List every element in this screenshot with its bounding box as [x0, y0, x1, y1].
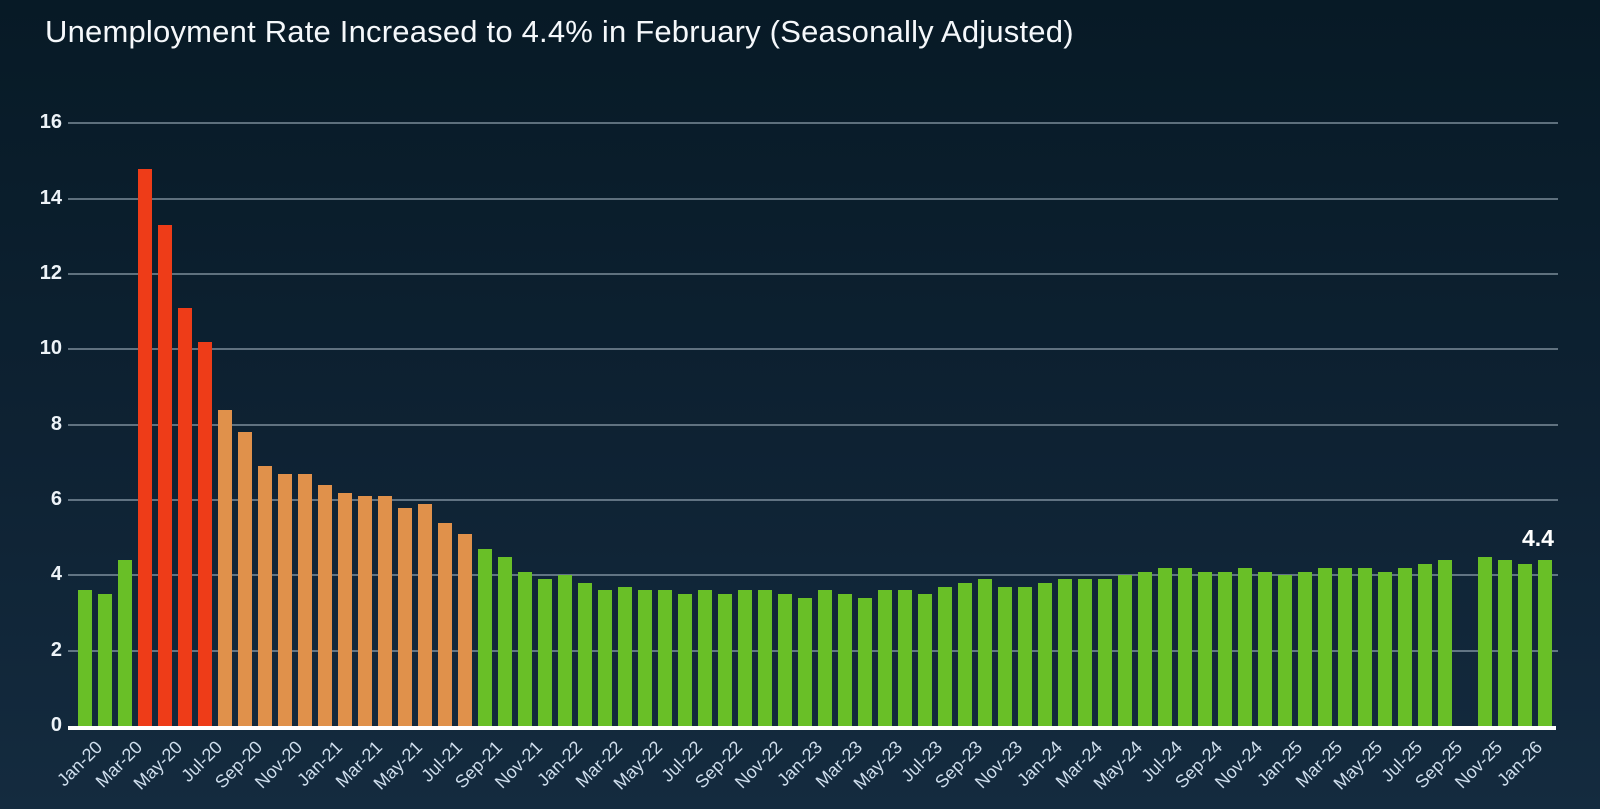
bar-Dec-21 [538, 579, 552, 726]
gridline-y-12 [68, 273, 1558, 276]
chart-title: Unemployment Rate Increased to 4.4% in F… [45, 14, 1074, 49]
bar-Jan-24 [1038, 582, 1052, 726]
bar-Oct-21 [498, 556, 512, 726]
bar-May-21 [398, 507, 412, 726]
bar-Feb-24 [1058, 579, 1072, 726]
bar-Jan-23 [798, 597, 812, 726]
bar-Jul-22 [678, 594, 692, 726]
bar-Mar-24 [1078, 579, 1092, 726]
y-axis-tick-label: 12 [39, 262, 62, 285]
gridline-y-6 [68, 499, 1558, 502]
bar-Aug-25 [1418, 564, 1432, 726]
bar-Feb-22 [578, 582, 592, 726]
bar-Jul-20 [198, 341, 212, 726]
gridline-y-8 [68, 423, 1558, 426]
y-axis-tick-label: 8 [50, 412, 62, 435]
bar-Mar-22 [598, 590, 612, 726]
bar-Feb-21 [338, 492, 352, 726]
bar-Dec-23 [1018, 586, 1032, 726]
x-axis-line [68, 726, 1556, 730]
bar-Jul-24 [1158, 567, 1172, 726]
bar-Nov-20 [278, 473, 292, 726]
bar-Nov-21 [518, 571, 532, 726]
bar-Mar-20 [118, 560, 132, 726]
bar-Dec-25 [1498, 560, 1512, 726]
y-axis-tick-label: 2 [50, 638, 62, 661]
last-value-label: 4.4 [1522, 525, 1554, 551]
bar-Nov-23 [998, 586, 1012, 726]
bar-May-24 [1118, 575, 1132, 726]
bar-Feb-26 [1538, 560, 1552, 726]
bar-May-22 [638, 590, 652, 726]
bar-Oct-24 [1218, 571, 1232, 726]
bar-Jun-21 [418, 503, 432, 726]
bar-Dec-20 [298, 473, 312, 726]
y-axis-tick-label: 4 [50, 563, 62, 586]
bar-Apr-23 [858, 597, 872, 726]
bar-Dec-22 [778, 594, 792, 726]
bar-Oct-20 [258, 466, 272, 726]
gridline-y-10 [68, 348, 1558, 351]
bar-Mar-23 [838, 594, 852, 726]
bar-Apr-20 [138, 168, 152, 726]
bar-Aug-22 [698, 590, 712, 726]
bar-Sep-22 [718, 594, 732, 726]
bar-Jan-26 [1518, 564, 1532, 726]
bar-Jul-23 [918, 594, 932, 726]
y-axis-tick-label: 10 [39, 337, 62, 360]
bar-Mar-25 [1318, 567, 1332, 726]
gridline-y-4 [68, 574, 1558, 577]
bar-Feb-23 [818, 590, 832, 726]
y-axis-tick-label: 6 [50, 488, 62, 511]
bar-Jan-25 [1278, 575, 1292, 726]
bar-Feb-20 [98, 594, 112, 726]
bar-Dec-24 [1258, 571, 1272, 726]
y-axis-tick-label: 14 [39, 186, 62, 209]
bar-Oct-23 [978, 579, 992, 726]
gridline-y-2 [68, 649, 1558, 652]
bar-Jun-24 [1138, 571, 1152, 726]
bar-Feb-25 [1298, 571, 1312, 726]
bar-Apr-21 [378, 496, 392, 726]
bar-Jun-20 [178, 307, 192, 726]
bar-Sep-21 [478, 548, 492, 726]
bar-Oct-22 [738, 590, 752, 726]
bar-Jan-22 [558, 575, 572, 726]
bar-Jan-20 [78, 590, 92, 726]
bar-Jun-22 [658, 590, 672, 726]
bar-Jul-21 [438, 522, 452, 726]
bar-Apr-22 [618, 586, 632, 726]
bar-Aug-23 [938, 586, 952, 726]
bar-Apr-25 [1338, 567, 1352, 726]
bar-Sep-20 [238, 432, 252, 726]
bar-May-20 [158, 225, 172, 726]
bar-Jun-25 [1378, 571, 1392, 726]
bar-Nov-24 [1238, 567, 1252, 726]
bar-Aug-24 [1178, 567, 1192, 726]
y-axis-tick-label: 16 [39, 111, 62, 134]
bar-Jun-23 [898, 590, 912, 726]
bar-Sep-24 [1198, 571, 1212, 726]
bar-Mar-21 [358, 496, 372, 726]
bar-Nov-22 [758, 590, 772, 726]
bar-Aug-20 [218, 409, 232, 726]
gridline-y-16 [68, 122, 1558, 125]
bar-May-23 [878, 590, 892, 726]
x-axis-tick-label-text: Jan-26 [1493, 737, 1547, 791]
gridline-y-14 [68, 197, 1558, 200]
bar-Nov-25 [1478, 556, 1492, 726]
bar-Apr-24 [1098, 579, 1112, 726]
bar-Sep-25 [1438, 560, 1452, 726]
bar-Sep-23 [958, 582, 972, 726]
bar-May-25 [1358, 567, 1372, 726]
y-axis-tick-label: 0 [50, 714, 62, 736]
bar-Jan-21 [318, 484, 332, 726]
bar-Aug-21 [458, 533, 472, 726]
bar-Jul-25 [1398, 567, 1412, 726]
